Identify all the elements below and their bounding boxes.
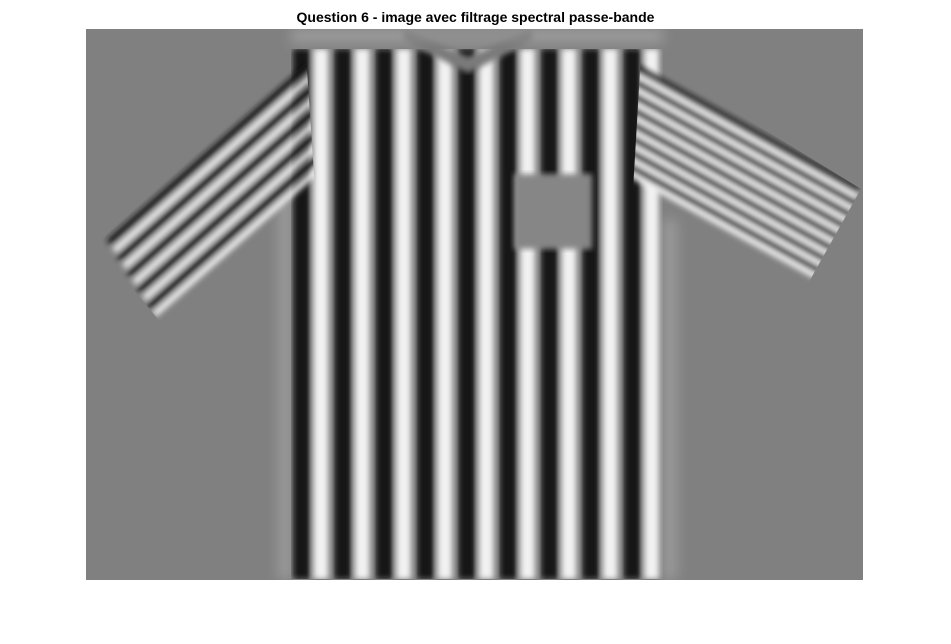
image-axes [86, 29, 863, 580]
sleeve-light-stripe [634, 73, 859, 199]
dark-stripe [458, 49, 476, 579]
sleeve-dark-stripe [632, 93, 858, 221]
sleeve-dark-stripe [631, 149, 854, 277]
light-stripe [520, 49, 535, 579]
figure-title: Question 6 - image avec filtrage spectra… [296, 9, 655, 25]
sleeve-light-stripe [631, 115, 856, 241]
sleeve-dark-stripe [127, 95, 316, 277]
light-stripe [396, 49, 411, 579]
collar [404, 29, 532, 73]
filtered-shirt-image [86, 29, 863, 580]
dark-stripe [582, 49, 600, 579]
sleeve-light-stripe [631, 157, 853, 283]
sleeve-dark-stripe [117, 79, 316, 261]
sleeve-dark-stripe [633, 79, 859, 207]
pocket [514, 174, 592, 249]
sleeve-dark-stripe [634, 65, 860, 193]
sleeve-light-stripe [133, 104, 316, 284]
right-sleeve-stripes [631, 65, 860, 297]
dark-stripe [417, 49, 435, 579]
sleeve-light-stripe [113, 72, 316, 252]
sleeve-dark-stripe [631, 135, 855, 263]
sleeve-light-stripe [153, 136, 316, 316]
dark-stripe [541, 49, 559, 579]
sleeve-light-stripe [631, 143, 854, 269]
sleeve-light-stripe [631, 171, 852, 297]
sleeve-dark-stripe [137, 111, 316, 293]
dark-stripe [334, 49, 352, 579]
sleeve-dark-stripe [631, 107, 857, 235]
light-stripe [313, 49, 329, 579]
dark-stripe [499, 49, 518, 579]
dark-stripe [375, 49, 394, 579]
sleeve-light-stripe [123, 88, 316, 268]
sleeve-light-stripe [633, 87, 858, 213]
sleeve-dark-stripe [631, 163, 853, 291]
sleeve-light-stripe [143, 120, 316, 300]
dark-stripe [623, 49, 642, 579]
light-stripe [479, 49, 494, 579]
left-sleeve-stripes [107, 63, 316, 316]
light-stripe [437, 49, 453, 579]
sleeve-dark-stripe [631, 121, 856, 249]
sleeve-light-stripe [631, 129, 855, 255]
sleeve-dark-stripe [107, 63, 312, 245]
light-stripe [561, 49, 577, 579]
light-stripe [355, 49, 370, 579]
sleeve-light-stripe [632, 101, 857, 227]
light-stripe [603, 49, 618, 579]
